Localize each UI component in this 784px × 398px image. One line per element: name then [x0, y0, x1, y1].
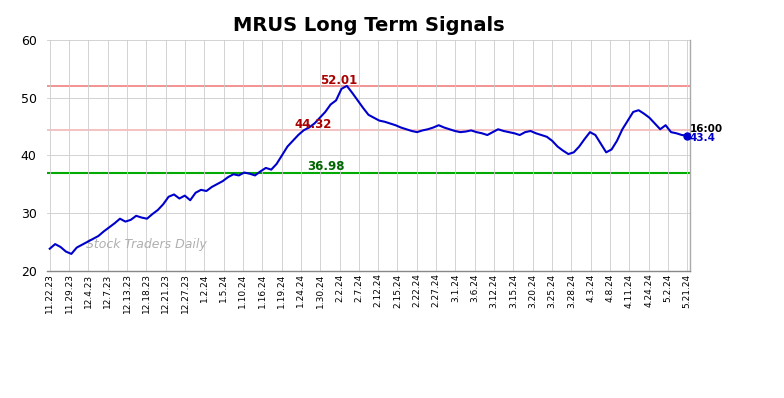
Text: 52.01: 52.01 [320, 74, 357, 87]
Text: Stock Traders Daily: Stock Traders Daily [85, 238, 206, 251]
Text: 44.32: 44.32 [294, 118, 332, 131]
Title: MRUS Long Term Signals: MRUS Long Term Signals [233, 16, 504, 35]
Text: 43.4: 43.4 [690, 133, 716, 143]
Text: 36.98: 36.98 [307, 160, 344, 174]
Text: 16:00: 16:00 [690, 124, 723, 134]
